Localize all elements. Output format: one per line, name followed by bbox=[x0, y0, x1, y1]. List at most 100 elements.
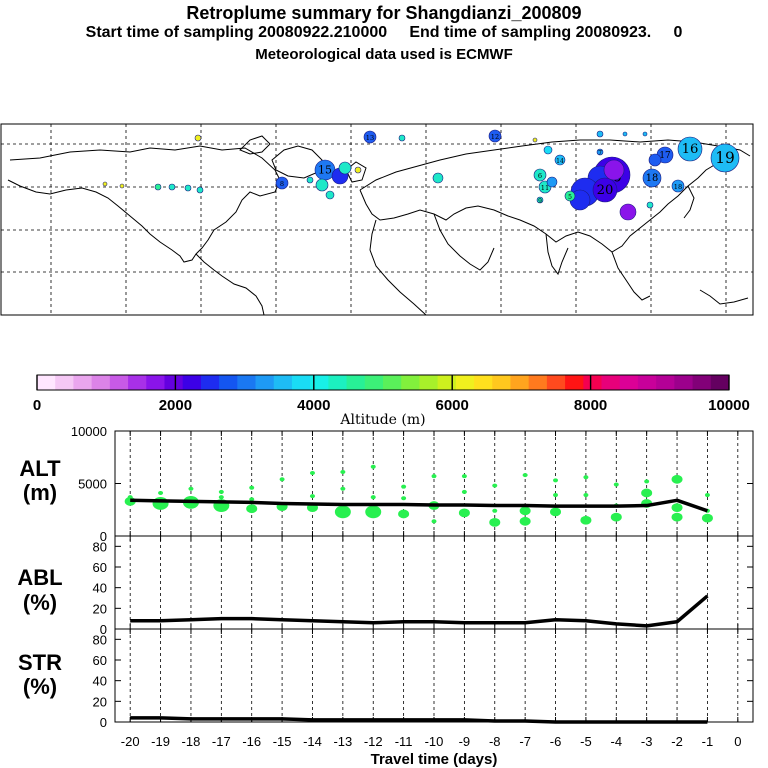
colorbar-cell bbox=[455, 375, 475, 390]
x-tick-label: -20 bbox=[121, 734, 140, 749]
series-lines bbox=[130, 498, 709, 724]
alt-cluster-points bbox=[124, 464, 713, 527]
plume-cluster bbox=[194, 134, 202, 142]
alt-cluster-point bbox=[671, 512, 683, 522]
colorbar-tick-label: 4000 bbox=[297, 397, 330, 414]
y-tick-label: 40 bbox=[93, 674, 107, 689]
y-tick-label: 20 bbox=[93, 601, 107, 616]
plume-cluster bbox=[546, 176, 558, 188]
plume-cluster-label: 20 bbox=[597, 183, 614, 198]
plume-cluster-label: 12 bbox=[491, 133, 499, 141]
y-tick-label: 20 bbox=[93, 694, 107, 709]
plume-cluster bbox=[543, 145, 553, 155]
plume-map: 13121619171020146115181815897 bbox=[0, 123, 754, 316]
plume-cluster bbox=[677, 136, 703, 162]
colorbar-cell bbox=[546, 375, 566, 390]
y-tick-label: 0 bbox=[100, 715, 107, 730]
alt-cluster-point bbox=[461, 489, 467, 494]
colorbar-cell bbox=[273, 375, 293, 390]
y-tick-label: 0 bbox=[100, 529, 107, 544]
x-tick-label: -4 bbox=[611, 734, 623, 749]
plume-cluster bbox=[622, 131, 628, 137]
alt-cluster-point bbox=[583, 475, 589, 480]
plume-cluster-label: 16 bbox=[682, 142, 699, 157]
alt-cluster-point bbox=[489, 517, 501, 527]
plume-cluster-label: 15 bbox=[318, 164, 332, 177]
plume-cluster bbox=[642, 168, 662, 188]
alt-cluster-point bbox=[398, 509, 410, 519]
map-frame bbox=[0, 123, 754, 316]
x-tick-label: -11 bbox=[395, 734, 413, 749]
plume-cluster-label: 17 bbox=[659, 151, 670, 161]
x-tick-label: -10 bbox=[425, 734, 444, 749]
alt-cluster-point bbox=[370, 464, 376, 469]
alt-cluster-point bbox=[492, 483, 498, 488]
plume-cluster bbox=[603, 159, 625, 181]
abl-panel-unit: (%) bbox=[23, 590, 57, 615]
plume-cluster bbox=[592, 177, 618, 203]
plume-cluster-label: 19 bbox=[715, 149, 735, 167]
x-tick-label: -19 bbox=[151, 734, 170, 749]
colorbar-tick-label: 0 bbox=[33, 397, 41, 414]
x-tick-label: -1 bbox=[702, 734, 714, 749]
colorbar-cell bbox=[164, 375, 184, 390]
colorbar-cell bbox=[146, 375, 165, 390]
plume-cluster-label: 6 bbox=[538, 172, 542, 180]
y-tick-label: 80 bbox=[93, 539, 107, 554]
colorbar-cell bbox=[37, 375, 56, 390]
plume-cluster bbox=[354, 166, 362, 174]
x-tick-label: -15 bbox=[273, 734, 292, 749]
colorbar-cell bbox=[91, 375, 111, 390]
plume-cluster bbox=[398, 134, 406, 142]
chart-title: Retroplume summary for Shangdianzi_20080… bbox=[186, 3, 582, 23]
x-tick-label: -2 bbox=[671, 734, 683, 749]
colorbar-cell bbox=[73, 375, 93, 390]
colorbar-cell bbox=[692, 375, 712, 390]
alt-cluster-point bbox=[461, 474, 467, 479]
plume-cluster bbox=[554, 154, 566, 166]
alt-cluster-point bbox=[583, 493, 589, 498]
alt-cluster-point bbox=[613, 482, 619, 487]
plume-cluster bbox=[596, 130, 604, 138]
alt-cluster-point bbox=[340, 469, 346, 474]
plume-cluster bbox=[710, 143, 740, 173]
y-tick-label: 5000 bbox=[78, 477, 107, 492]
alt-cluster-point bbox=[671, 474, 683, 484]
alt-cluster-point bbox=[401, 484, 407, 489]
colorbar-tick-label: 10000 bbox=[708, 397, 750, 414]
colorbar-cell bbox=[200, 375, 220, 390]
x-tick-labels: -20 -19 -18 -17 -16 -15 -14 -13 -12 -11 -10 -9 -8 -7-… bbox=[121, 734, 742, 749]
y-tick-label: 40 bbox=[93, 581, 107, 596]
colorbar-tick-label: 2000 bbox=[159, 397, 192, 414]
alt-cluster-point bbox=[458, 508, 470, 518]
plume-cluster bbox=[671, 179, 685, 193]
colorbar-label: Altitude (m) bbox=[339, 412, 425, 428]
plume-cluster bbox=[536, 196, 544, 204]
str-panel-unit: (%) bbox=[23, 674, 57, 699]
alt-cluster-point bbox=[249, 485, 255, 490]
alt-cluster-point bbox=[218, 495, 224, 500]
str-panel-label: STR bbox=[18, 650, 62, 675]
colorbar-cell bbox=[492, 375, 511, 390]
colorbar-cell bbox=[237, 375, 257, 390]
alt-cluster-point bbox=[641, 488, 653, 498]
colorbar-cell bbox=[310, 375, 329, 390]
alt-cluster-point bbox=[610, 512, 622, 522]
alt-panel-unit: (m) bbox=[23, 480, 57, 505]
x-tick-label: -6 bbox=[550, 734, 562, 749]
alt-cluster-point bbox=[309, 494, 315, 499]
colorbar-cell bbox=[710, 375, 730, 390]
colorbar-cell bbox=[437, 375, 457, 390]
plume-cluster bbox=[184, 184, 192, 192]
colorbar-cell bbox=[383, 375, 402, 390]
alt-cluster-point bbox=[704, 493, 710, 498]
colorbar-cell bbox=[401, 375, 420, 390]
colorbar-cell bbox=[291, 375, 311, 390]
alt-cluster-point bbox=[553, 493, 559, 498]
colorbar-cell bbox=[328, 375, 348, 390]
sampling-times: Start time of sampling 20080922.210000 E… bbox=[85, 24, 683, 41]
x-axis-label: Travel time (days) bbox=[371, 751, 498, 768]
colorbar-cell bbox=[637, 375, 657, 390]
